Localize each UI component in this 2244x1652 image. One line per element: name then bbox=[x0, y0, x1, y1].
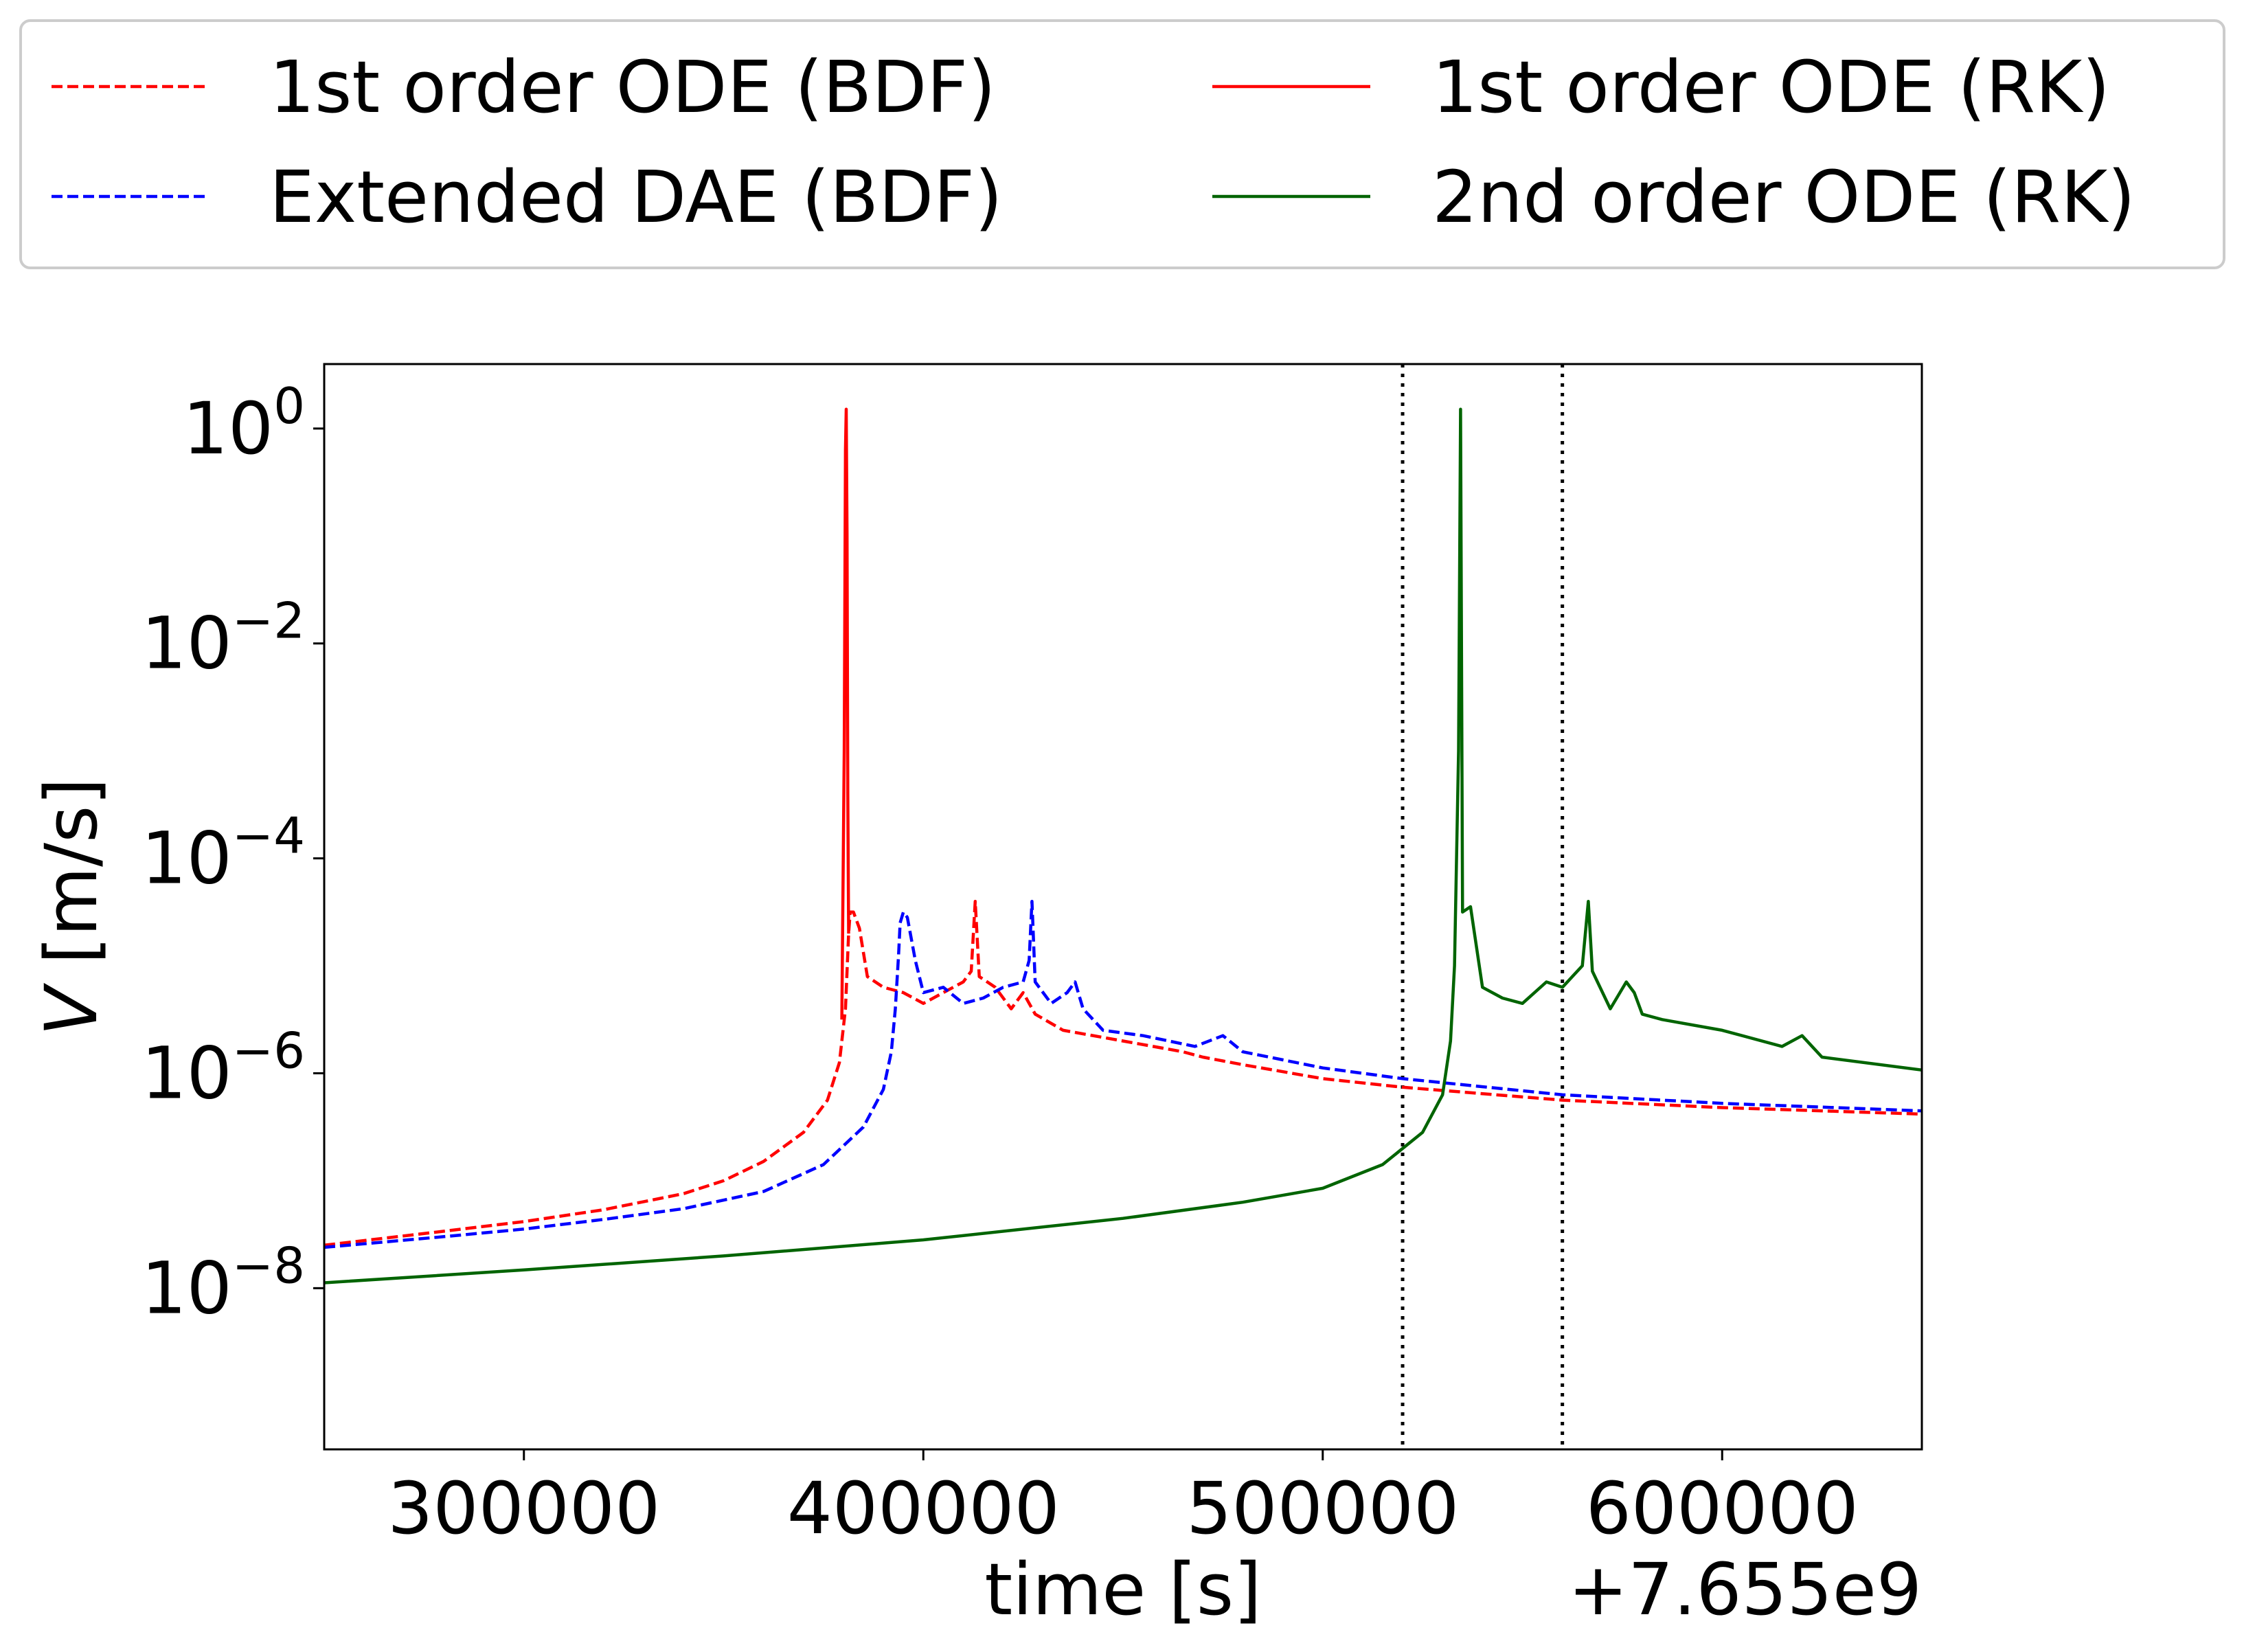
y-tick-label-4: 10−8 bbox=[141, 1236, 305, 1330]
x-axis-offset-label: +7.655e9 bbox=[1568, 1548, 1922, 1631]
y-tick-label-0: 100 bbox=[183, 377, 305, 471]
y-tick-base-1: 10 bbox=[141, 602, 232, 686]
legend-label-2: 1st order ODE (RK) bbox=[1432, 45, 2110, 129]
legend-label-1: Extended DAE (BDF) bbox=[269, 155, 1003, 239]
series-line-0 bbox=[324, 899, 1922, 1247]
series-line-3 bbox=[324, 407, 1922, 1285]
reference-vlines bbox=[1401, 364, 1565, 1449]
x-axis: 300000 400000 500000 600000 bbox=[387, 1449, 1859, 1550]
y-tick-label-3: 10−6 bbox=[141, 1021, 305, 1115]
y-tick-exponent-2: −4 bbox=[232, 807, 305, 865]
y-tick-label-2: 10−4 bbox=[141, 807, 305, 901]
y-axis-label-unit: [m/s] bbox=[30, 778, 113, 987]
x-axis-label: time [s] bbox=[984, 1548, 1261, 1631]
y-tick-exponent-3: −6 bbox=[232, 1021, 305, 1079]
x-tick-label-1: 400000 bbox=[787, 1467, 1060, 1550]
series-line-2 bbox=[840, 407, 850, 1020]
y-axis-label-variable: V bbox=[30, 982, 113, 1036]
plot-area bbox=[323, 363, 1923, 1451]
y-tick-exponent-4: −8 bbox=[232, 1236, 305, 1294]
y-tick-exponent-1: −2 bbox=[232, 592, 305, 650]
y-tick-exponent-0: 0 bbox=[273, 377, 305, 435]
legend: 1st order ODE (BDF) Extended DAE (BDF) 1st… bbox=[19, 19, 2225, 269]
series-line-1 bbox=[324, 899, 1922, 1249]
legend-label-3: 2nd order ODE (RK) bbox=[1432, 155, 2135, 239]
legend-entries: 1st order ODE (BDF) Extended DAE (BDF) 1st… bbox=[52, 45, 2135, 239]
legend-label-0: 1st order ODE (BDF) bbox=[269, 45, 996, 129]
y-tick-base-4: 10 bbox=[141, 1246, 232, 1330]
x-tick-label-0: 300000 bbox=[387, 1467, 660, 1550]
legend-frame bbox=[19, 19, 2225, 269]
y-axis-label: V [m/s] bbox=[30, 778, 113, 1036]
y-tick-base-2: 10 bbox=[141, 817, 232, 901]
x-tick-label-3: 600000 bbox=[1586, 1467, 1859, 1550]
y-tick-base-0: 10 bbox=[183, 387, 273, 471]
plot-frame bbox=[323, 363, 1923, 1451]
x-tick-label-2: 500000 bbox=[1186, 1467, 1459, 1550]
y-tick-label-1: 10−2 bbox=[141, 592, 305, 686]
y-tick-base-3: 10 bbox=[141, 1031, 232, 1115]
series-lines bbox=[324, 407, 1922, 1285]
